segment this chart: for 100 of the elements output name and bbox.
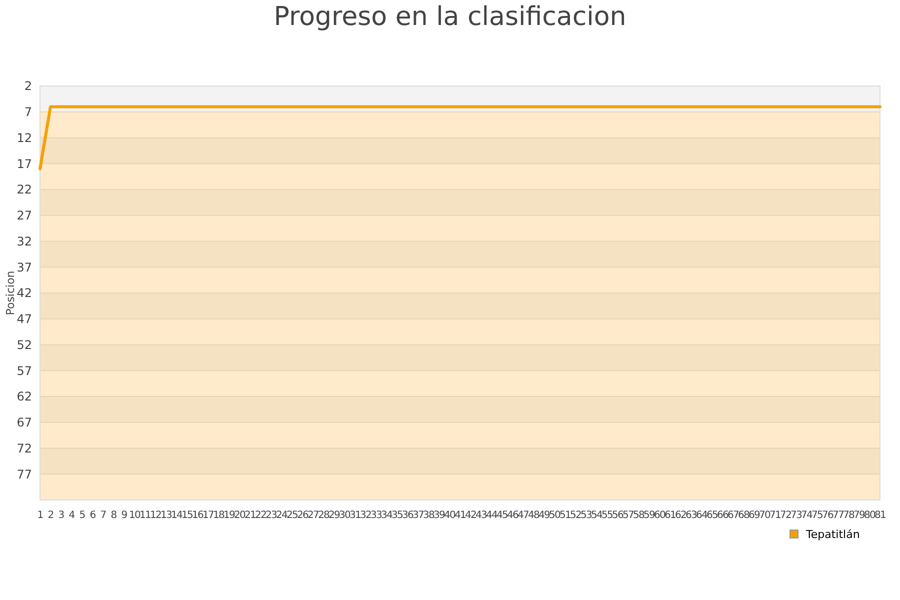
x-tick-label: 28 (318, 510, 330, 521)
x-tick-label: 39 (433, 510, 445, 521)
y-tick-label: 47 (16, 312, 32, 326)
x-tick-label: 27 (307, 510, 319, 521)
y-tick-label: 57 (16, 364, 32, 378)
x-tick-label: 67 (727, 510, 739, 521)
x-tick-label: 49 (538, 510, 550, 521)
x-tick-label: 10 (128, 510, 140, 521)
x-tick-label: 48 (528, 510, 540, 521)
x-tick-label: 30 (338, 510, 350, 521)
x-tick-label: 35 (391, 510, 403, 521)
x-tick-label: 14 (170, 510, 182, 521)
x-tick-label: 46 (506, 510, 518, 521)
x-tick-label: 40 (444, 510, 456, 521)
x-tick-label: 20 (234, 510, 246, 521)
x-tick-label: 34 (380, 510, 392, 521)
x-tick-label: 37 (412, 510, 424, 521)
x-tick-label: 31 (349, 510, 361, 521)
x-tick-label: 70 (758, 510, 770, 521)
x-tick-label: 45 (496, 510, 508, 521)
x-tick-label: 3 (58, 510, 64, 521)
x-tick-label: 44 (486, 510, 498, 521)
y-tick-label: 67 (16, 416, 32, 430)
y-tick-label: 62 (16, 390, 32, 404)
y-tick-label: 77 (16, 467, 32, 482)
y-tick-label: 7 (24, 105, 32, 120)
x-tick-label: 53 (580, 510, 592, 521)
x-tick-label: 23 (265, 510, 277, 521)
x-tick-label: 51 (559, 510, 571, 521)
x-tick-label: 57 (622, 510, 634, 521)
x-tick-label: 50 (548, 510, 560, 521)
x-tick-label: 33 (370, 510, 382, 521)
x-tick-label: 17 (202, 510, 214, 521)
x-tick-label: 76 (822, 510, 834, 521)
x-tick-label: 65 (706, 510, 718, 521)
chart-title: Progreso en la clasificacion (274, 2, 626, 32)
x-tick-label: 5 (79, 510, 86, 521)
x-tick-label: 47 (517, 510, 529, 521)
x-tick-label: 18 (212, 510, 224, 521)
x-tick-label: 81 (874, 510, 886, 521)
x-tick-label: 24 (276, 510, 288, 521)
x-tick-label: 26 (296, 510, 308, 521)
x-tick-label: 73 (790, 510, 802, 521)
x-tick-label: 59 (643, 510, 655, 521)
x-tick-label: 63 (685, 510, 697, 521)
x-tick-label: 71 (769, 510, 781, 521)
x-tick-label: 12 (150, 510, 162, 521)
y-tick-label: 27 (16, 208, 32, 223)
x-tick-label: 15 (181, 510, 193, 521)
y-tick-label: 37 (16, 260, 32, 274)
x-tick-label: 77 (832, 510, 844, 521)
x-tick-label: 64 (696, 510, 708, 521)
x-tick-label: 58 (632, 510, 644, 521)
x-tick-label: 68 (738, 510, 750, 521)
x-tick-label: 36 (402, 510, 414, 521)
x-tick-label: 2 (48, 510, 54, 521)
x-tick-label: 1 (37, 510, 44, 521)
y-tick-label: 12 (16, 130, 32, 145)
x-tick-label: 69 (748, 510, 760, 521)
x-tick-label: 78 (842, 510, 854, 521)
x-tick-label: 54 (590, 510, 602, 521)
y-axis-title: Posicion (4, 270, 17, 316)
x-tick-label: 56 (612, 510, 624, 521)
x-tick-label: 43 (475, 510, 487, 521)
x-tick-label: 52 (570, 510, 582, 521)
x-tick-label: 75 (811, 510, 823, 521)
x-tick-label: 72 (780, 510, 792, 521)
x-tick-label: 11 (139, 510, 151, 521)
x-tick-label: 9 (121, 510, 128, 521)
x-tick-label: 41 (454, 510, 466, 521)
x-tick-label: 7 (100, 510, 106, 521)
x-tick-label: 66 (716, 510, 728, 521)
x-tick-label: 25 (286, 510, 298, 521)
x-tick-label: 19 (223, 510, 235, 521)
x-tick-label: 13 (160, 510, 172, 521)
x-tick-label: 32 (360, 510, 372, 521)
x-tick-label: 16 (192, 510, 204, 521)
y-tick-label: 72 (16, 441, 32, 456)
y-tick-label: 32 (16, 234, 32, 248)
x-tick-label: 55 (601, 510, 613, 521)
x-tick-label: 4 (68, 510, 75, 521)
x-tick-label: 80 (864, 510, 876, 521)
x-tick-label: 22 (254, 510, 266, 521)
y-tick-label: 22 (16, 182, 32, 197)
x-tick-label: 38 (422, 510, 434, 521)
y-tick-label: 17 (16, 156, 32, 171)
x-tick-label: 79 (853, 510, 865, 521)
y-tick-label: 52 (16, 338, 32, 352)
x-tick-label: 74 (800, 510, 812, 521)
x-tick-label: 42 (464, 510, 476, 521)
x-tick-label: 6 (90, 510, 96, 521)
y-tick-label: 42 (16, 286, 32, 300)
x-tick-label: 21 (244, 510, 256, 521)
x-tick-label: 60 (654, 510, 666, 521)
x-tick-label: 61 (664, 510, 676, 521)
x-tick-label: 29 (328, 510, 340, 521)
x-tick-label: 62 (674, 510, 686, 521)
x-tick-label: 8 (110, 510, 117, 521)
y-tick-label: 2 (24, 79, 32, 94)
legend-label: Tepatitlán (805, 528, 860, 541)
